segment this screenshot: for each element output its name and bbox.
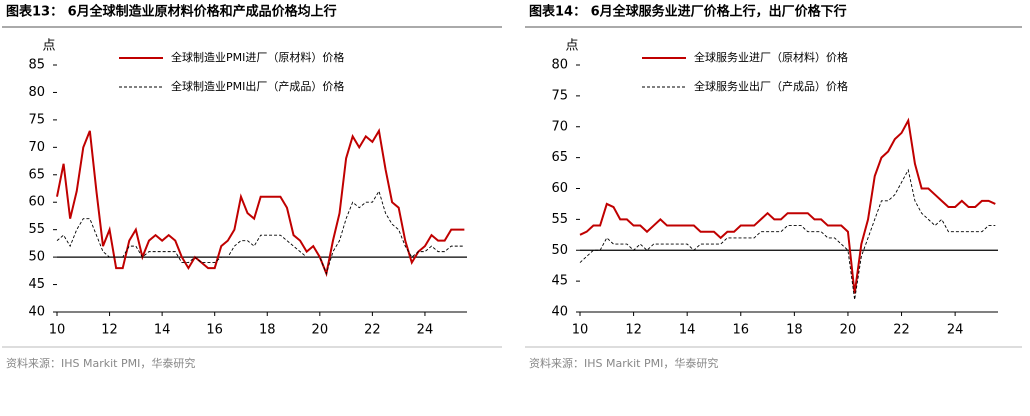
y-tick-label: 55 <box>551 212 568 227</box>
x-tick-label: 14 <box>154 323 171 338</box>
y-tick-label: 65 <box>28 167 45 182</box>
series-line <box>579 117 996 294</box>
y-tick-label: 60 <box>28 195 45 210</box>
y-tick-label: 75 <box>28 112 45 127</box>
x-tick-label: 12 <box>101 323 118 338</box>
y-tick-label: 55 <box>28 222 45 237</box>
source-note: 资料来源：IHS Markit PMI，华泰研究 <box>6 356 195 370</box>
x-tick-label: 16 <box>732 323 749 338</box>
legend-label: 全球服务业出厂（产成品）价格 <box>694 79 848 93</box>
y-tick-label: 65 <box>551 150 568 165</box>
x-tick-label: 18 <box>259 323 276 338</box>
x-tick-label: 10 <box>49 323 66 338</box>
y-tick-label: 50 <box>551 243 568 258</box>
x-tick-label: 12 <box>625 323 642 338</box>
x-tick-label: 24 <box>947 323 964 338</box>
x-tick-label: 18 <box>786 323 803 338</box>
x-tick-label: 14 <box>679 323 696 338</box>
legend-label: 全球制造业PMI出厂（产成品）价格 <box>171 79 344 93</box>
y-tick-label: 75 <box>551 88 568 103</box>
y-axis-unit: 点 <box>565 39 578 54</box>
x-tick-label: 20 <box>312 323 329 338</box>
series-line <box>579 168 996 300</box>
x-tick-label: 22 <box>893 323 910 338</box>
y-tick-label: 40 <box>28 305 45 320</box>
y-tick-label: 45 <box>551 274 568 289</box>
source-note: 资料来源：IHS Markit PMI，华泰研究 <box>529 356 718 370</box>
x-tick-label: 22 <box>364 323 381 338</box>
x-tick-label: 24 <box>417 323 434 338</box>
y-tick-label: 50 <box>28 250 45 265</box>
legend-label: 全球服务业进厂（原材料）价格 <box>694 50 848 64</box>
y-tick-label: 85 <box>28 58 45 73</box>
y-axis-unit: 点 <box>42 39 55 54</box>
y-tick-label: 70 <box>551 119 568 134</box>
x-tick-label: 20 <box>840 323 857 338</box>
y-tick-label: 45 <box>28 277 45 292</box>
legend-label: 全球制造业PMI进厂（原材料）价格 <box>171 50 344 64</box>
chart-title: 图表13： 6月全球制造业原材料价格和产成品价格均上行 <box>6 4 337 20</box>
x-tick-label: 16 <box>206 323 223 338</box>
series-line <box>56 190 465 275</box>
series-line <box>56 128 465 278</box>
y-tick-label: 70 <box>28 140 45 155</box>
y-tick-label: 80 <box>28 85 45 100</box>
y-tick-label: 60 <box>551 181 568 196</box>
y-tick-label: 80 <box>551 58 568 73</box>
x-tick-label: 10 <box>572 323 589 338</box>
y-tick-label: 40 <box>551 305 568 320</box>
chart-title: 图表14： 6月全球服务业进厂价格上行，出厂价格下行 <box>529 4 847 20</box>
